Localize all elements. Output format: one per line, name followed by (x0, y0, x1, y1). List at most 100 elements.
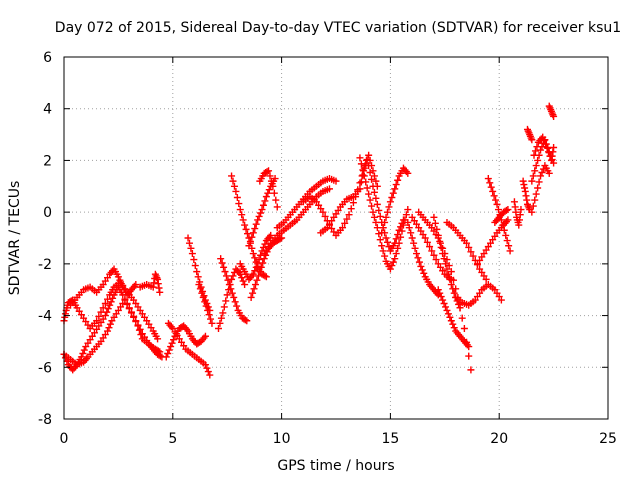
data-point (234, 194, 241, 201)
data-point (241, 281, 248, 288)
data-point (364, 185, 371, 192)
data-point (166, 347, 173, 354)
data-point (388, 194, 395, 201)
data-point (538, 169, 545, 176)
data-point (420, 270, 427, 277)
data-point (187, 245, 194, 252)
data-point (222, 297, 229, 304)
y-tick-label: 2 (43, 153, 52, 169)
data-point (251, 285, 258, 292)
data-markers (61, 103, 558, 379)
series-arc-15 (256, 167, 280, 210)
data-point (412, 245, 419, 252)
x-tick-label: 10 (273, 431, 291, 447)
series-arc-07 (165, 320, 213, 379)
data-point (442, 260, 449, 267)
data-point (445, 310, 452, 317)
data-point (455, 301, 462, 308)
series-arc-29 (443, 219, 489, 283)
series-arc-11 (217, 255, 250, 324)
data-point (223, 272, 230, 279)
data-point (233, 303, 240, 310)
data-point (520, 178, 527, 185)
data-point (446, 314, 453, 321)
data-point (407, 229, 414, 236)
data-point (532, 147, 539, 154)
data-point (534, 157, 541, 164)
data-point (394, 177, 401, 184)
data-point (387, 198, 394, 205)
data-point (259, 259, 266, 266)
series-arc-35 (520, 178, 534, 213)
data-point (449, 321, 456, 328)
series-arc-26 (415, 209, 474, 374)
data-point (550, 144, 557, 151)
data-point (441, 300, 448, 307)
data-point (271, 190, 278, 197)
data-point (262, 252, 269, 259)
data-point (219, 259, 226, 266)
data-point (169, 340, 176, 347)
series-arc-08 (185, 235, 214, 314)
data-point (195, 273, 202, 280)
data-point (384, 239, 391, 246)
data-point (530, 172, 537, 179)
data-point (206, 372, 213, 379)
data-point (186, 240, 193, 247)
data-point (534, 185, 541, 192)
data-point (257, 210, 264, 217)
data-point (531, 197, 538, 204)
data-point (240, 278, 247, 285)
data-point (448, 317, 455, 324)
data-point (164, 350, 171, 357)
data-point (207, 316, 214, 323)
data-point (215, 325, 222, 332)
data-point (523, 197, 530, 204)
data-point (365, 191, 372, 198)
series-arc-10 (215, 266, 248, 332)
series-arc-17 (261, 185, 333, 257)
data-point (163, 353, 170, 360)
data-point (461, 325, 468, 332)
data-point (218, 315, 225, 322)
data-point (260, 202, 267, 209)
series-arc-04 (67, 266, 139, 309)
y-tick-label: -8 (38, 412, 52, 428)
data-point (252, 281, 259, 288)
data-point (208, 320, 215, 327)
data-point (536, 178, 543, 185)
data-point (380, 247, 387, 254)
y-tick-label: 6 (43, 50, 52, 66)
data-point (410, 240, 417, 247)
data-point (375, 207, 382, 214)
data-point (356, 154, 363, 161)
data-point (439, 297, 446, 304)
data-point (256, 213, 263, 220)
data-point (432, 220, 439, 227)
data-point (533, 191, 540, 198)
data-point (203, 365, 210, 372)
data-point (533, 162, 540, 169)
data-point (486, 179, 493, 186)
data-point (485, 175, 492, 182)
data-point (414, 254, 421, 261)
data-point (264, 190, 271, 197)
data-point (391, 185, 398, 192)
data-point (156, 284, 163, 291)
data-point (442, 303, 449, 310)
data-point (372, 195, 379, 202)
data-point (489, 188, 496, 195)
series-arc-31 (474, 216, 511, 267)
data-point (505, 242, 512, 249)
data-point (390, 259, 397, 266)
data-point (465, 353, 472, 360)
data-point (206, 311, 213, 318)
y-tick-label: -4 (38, 309, 52, 325)
data-point (521, 185, 528, 192)
data-point (381, 253, 388, 260)
data-point (272, 197, 279, 204)
data-point (189, 250, 196, 257)
y-tick-label: -6 (38, 360, 52, 376)
data-point (263, 193, 270, 200)
series-arc-03 (61, 278, 162, 342)
